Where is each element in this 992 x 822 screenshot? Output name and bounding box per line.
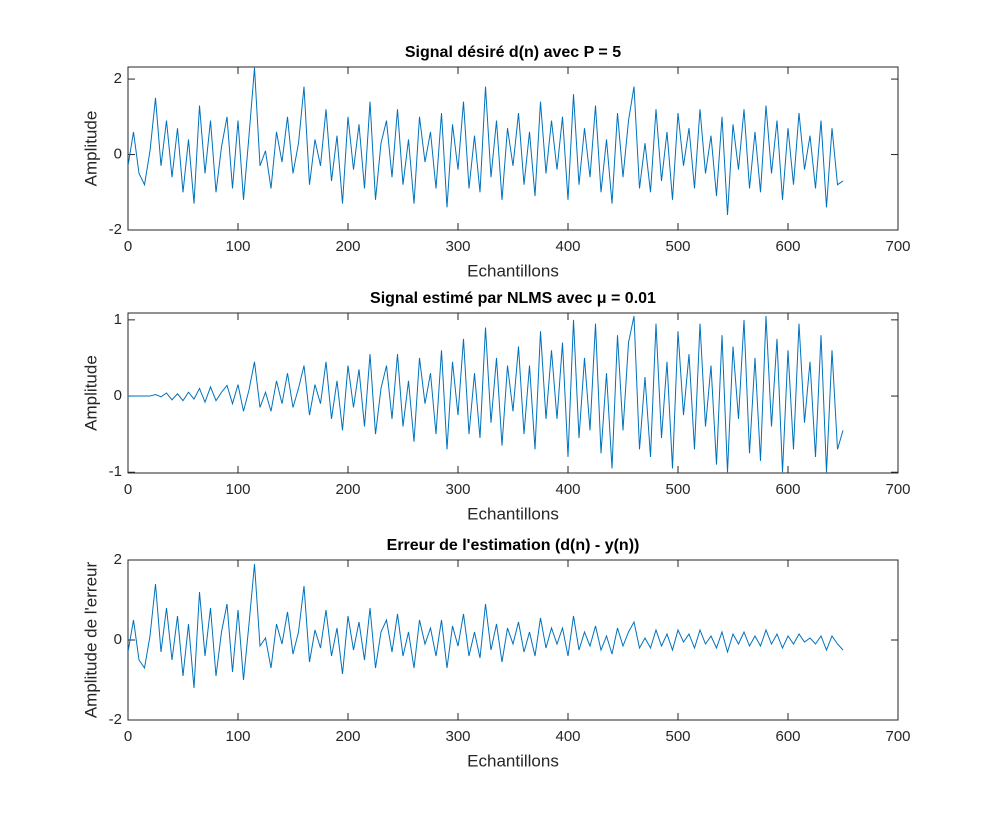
x-tick-label: 700 xyxy=(885,481,910,498)
y-tick-label: -1 xyxy=(109,463,122,480)
x-tick-label: 0 xyxy=(124,728,132,745)
chart-title: Signal estimé par NLMS avec μ = 0.01 xyxy=(370,290,656,307)
x-tick-label: 0 xyxy=(124,238,132,255)
x-tick-label: 500 xyxy=(665,728,690,745)
y-tick-label: -2 xyxy=(109,711,122,728)
x-axis-label: Echantillons xyxy=(467,751,559,770)
x-tick-label: 300 xyxy=(445,728,470,745)
x-tick-label: 500 xyxy=(665,481,690,498)
chart-title: Erreur de l'estimation (d(n) - y(n)) xyxy=(387,537,640,554)
y-tick-label: -2 xyxy=(109,221,122,238)
y-axis-label: Amplitude xyxy=(81,111,100,187)
signal-line xyxy=(128,563,844,689)
axes-box xyxy=(127,312,899,474)
signal-line xyxy=(128,67,844,215)
x-tick-label: 100 xyxy=(225,481,250,498)
signal-line xyxy=(128,315,844,473)
x-tick-label: 300 xyxy=(445,481,470,498)
y-tick-label: 2 xyxy=(114,551,122,568)
y-tick-label: 1 xyxy=(114,311,122,328)
y-tick-label: 2 xyxy=(114,70,122,87)
y-tick-label: 0 xyxy=(114,146,122,163)
x-tick-label: 200 xyxy=(335,481,360,498)
x-tick-label: 600 xyxy=(775,728,800,745)
x-tick-label: 400 xyxy=(555,728,580,745)
x-tick-label: 0 xyxy=(124,481,132,498)
x-axis-label: Echantillons xyxy=(467,504,559,523)
x-tick-label: 600 xyxy=(775,238,800,255)
x-tick-label: 400 xyxy=(555,238,580,255)
chart-title: Signal désiré d(n) avec P = 5 xyxy=(405,44,621,61)
x-tick-label: 500 xyxy=(665,238,690,255)
x-tick-label: 600 xyxy=(775,481,800,498)
y-tick-label: 0 xyxy=(114,387,122,404)
axes-box xyxy=(127,66,899,231)
x-tick-label: 700 xyxy=(885,728,910,745)
y-axis-label: Amplitude xyxy=(81,355,100,431)
x-tick-label: 100 xyxy=(225,238,250,255)
x-tick-label: 200 xyxy=(335,728,360,745)
x-axis-label: Echantillons xyxy=(467,261,559,280)
x-tick-label: 200 xyxy=(335,238,360,255)
axes-box xyxy=(127,559,899,721)
x-tick-label: 100 xyxy=(225,728,250,745)
x-tick-label: 300 xyxy=(445,238,470,255)
x-tick-label: 700 xyxy=(885,238,910,255)
y-axis-label: Amplitude de l'erreur xyxy=(81,562,100,719)
y-tick-label: 0 xyxy=(114,631,122,648)
x-tick-label: 400 xyxy=(555,481,580,498)
